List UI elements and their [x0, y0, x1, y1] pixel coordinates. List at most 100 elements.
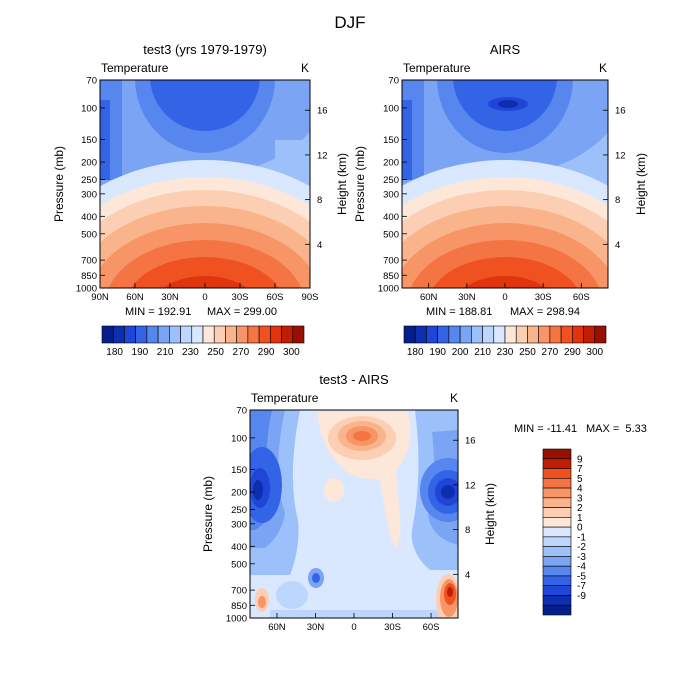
- panel-test3-field: [100, 80, 310, 288]
- field-band-18: [463, 276, 547, 288]
- pressure-tick-label: 250: [231, 505, 247, 516]
- colorbar-label: -3: [577, 552, 586, 563]
- colorbar-swatch: [124, 325, 136, 344]
- colorbar-label: 3: [577, 493, 583, 504]
- colorbar-swatch: [437, 325, 450, 344]
- pressure-tick-label: 200: [231, 488, 247, 499]
- pressure-tick-label: 300: [383, 189, 399, 200]
- colorbar-swatch: [202, 325, 215, 344]
- field-band-7: [253, 480, 263, 500]
- panel-test3-max: MAX = 299.00: [207, 306, 277, 318]
- colorbar-label: 250: [519, 347, 536, 358]
- pressure-tick-label: 150: [231, 465, 247, 476]
- panel-airs-variable: Temperature: [403, 61, 471, 75]
- colorbar-label: 5: [577, 474, 583, 485]
- field-band-17: [163, 276, 247, 288]
- colorbar-swatch: [542, 575, 572, 587]
- colorbar-swatch: [270, 325, 282, 344]
- colorbar-swatch: [213, 325, 226, 344]
- latitude-tick-label: 30S: [535, 292, 552, 303]
- colorbar-swatch: [542, 595, 572, 606]
- panel-diff-ylabel-right: Height (km): [483, 483, 497, 545]
- colorbar-label: 0: [577, 523, 583, 534]
- colorbar-label: 9: [577, 454, 583, 465]
- colorbar-swatch: [169, 325, 181, 344]
- pressure-tick-label: 500: [81, 229, 97, 240]
- colorbar-swatch: [560, 325, 573, 344]
- latitude-tick-label: 0: [351, 622, 356, 633]
- pressure-tick-label: 70: [388, 76, 399, 87]
- latitude-tick-label: 0: [502, 292, 507, 303]
- colorbar-label: 230: [497, 347, 514, 358]
- colorbar-label: 270: [542, 347, 559, 358]
- field-band-20: [276, 581, 308, 609]
- field-band-23: [270, 610, 458, 618]
- pressure-tick-label: 850: [81, 271, 97, 282]
- panel-diff-field: [250, 410, 458, 618]
- colorbar-swatch: [542, 565, 572, 577]
- height-tick-label: 4: [317, 240, 322, 251]
- latitude-tick-label: 90N: [91, 292, 109, 303]
- colorbar-label: 200: [452, 347, 469, 358]
- panel-airs-min: MIN = 188.81: [426, 306, 492, 318]
- colorbar-swatch: [157, 325, 170, 344]
- panel-test3-title: test3 (yrs 1979-1979): [143, 42, 267, 57]
- colorbar-label: 2: [577, 503, 583, 514]
- panel-test3: test3 (yrs 1979-1979) Temperature K 70 10…: [52, 42, 349, 358]
- colorbar-swatch: [236, 325, 249, 344]
- colorbar-swatch: [482, 325, 495, 344]
- height-tick-label: 12: [615, 150, 626, 161]
- colorbar-swatch: [542, 604, 572, 616]
- height-tick-label: 16: [465, 436, 476, 447]
- panel-airs-title: AIRS: [490, 42, 521, 57]
- colorbar-swatch: [542, 507, 572, 518]
- colorbar-label: 270: [233, 347, 250, 358]
- field-band-16: [131, 257, 279, 288]
- colorbar-label: 4: [577, 484, 583, 495]
- colorbar-swatch: [542, 546, 572, 557]
- pressure-tick-label: 1000: [226, 614, 247, 625]
- colorbar-swatch: [448, 325, 461, 344]
- panel-test3-min: MIN = 192.91: [125, 306, 191, 318]
- pressure-tick-label: 200: [383, 158, 399, 169]
- colorbar-swatch: [542, 536, 572, 547]
- latitude-tick-label: 0: [202, 292, 207, 303]
- latitude-tick-label: 30N: [161, 292, 179, 303]
- colorbar-label: -4: [577, 562, 586, 573]
- latitude-tick-label: 30S: [384, 622, 401, 633]
- colorbar-swatch: [292, 325, 305, 344]
- colorbar-swatch: [542, 458, 572, 469]
- field-band-7: [150, 80, 260, 131]
- panel-test3-ylabel: Pressure (mb): [52, 146, 66, 222]
- pressure-tick-label: 500: [383, 229, 399, 240]
- colorbar-label: 7: [577, 464, 583, 475]
- latitude-tick-label: 60N: [420, 292, 438, 303]
- height-tick-label: 4: [615, 240, 620, 251]
- field-band-29: [447, 587, 453, 597]
- colorbar-swatch: [542, 517, 572, 528]
- colorbar-label: -5: [577, 571, 586, 582]
- colorbar-swatch: [281, 325, 294, 344]
- colorbar-swatch: [493, 325, 506, 344]
- height-tick-label: 12: [465, 480, 476, 491]
- pressure-tick-label: 850: [231, 601, 247, 612]
- pressure-tick-label: 70: [236, 406, 247, 417]
- colorbar-swatch: [542, 487, 572, 499]
- colorbar-label: -7: [577, 581, 586, 592]
- colorbar-swatch: [135, 325, 148, 344]
- colorbar-label: 210: [474, 347, 491, 358]
- colorbar-swatch: [542, 585, 572, 596]
- colorbar-swatch: [538, 325, 551, 344]
- colorbar-swatch: [515, 325, 528, 344]
- colorbar-label: -9: [577, 591, 586, 602]
- colorbar-label: 210: [157, 347, 174, 358]
- panel-diff-max: MAX = 5.33: [586, 423, 647, 435]
- pressure-tick-label: 700: [81, 256, 97, 267]
- pressure-tick-label: 70: [86, 76, 97, 87]
- panel-test3-variable: Temperature: [101, 61, 169, 75]
- colorbar-swatch: [258, 325, 271, 344]
- colorbar-swatch: [403, 325, 416, 344]
- colorbar-swatch: [414, 325, 427, 344]
- pressure-tick-label: 500: [231, 559, 247, 570]
